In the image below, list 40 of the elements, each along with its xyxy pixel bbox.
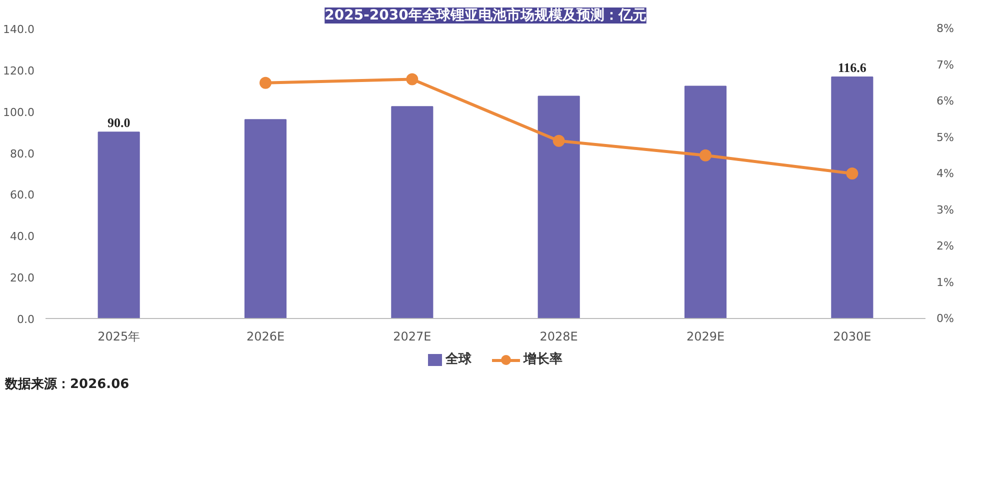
bar — [684, 86, 727, 318]
y2-tick-label: 6% — [936, 94, 954, 108]
data-label: 90.0 — [107, 115, 130, 130]
y-tick-label: 140.0 — [3, 23, 35, 36]
y-tick-label: 60.0 — [10, 188, 35, 202]
y2-tick-label: 5% — [936, 130, 954, 144]
bar — [538, 96, 580, 318]
point — [846, 168, 858, 180]
y-tick-label: 100.0 — [3, 106, 35, 119]
x-tick-label: 2029E — [686, 330, 725, 344]
bar — [98, 132, 140, 318]
y2-tick-label: 3% — [936, 203, 954, 216]
y-tick-label: 20.0 — [10, 272, 35, 285]
data-label: 116.6 — [838, 60, 867, 75]
y2-tick-label: 8% — [936, 22, 954, 35]
y2-tick-label: 7% — [936, 58, 954, 72]
y2-tick-label: 4% — [936, 167, 954, 180]
bar — [244, 119, 287, 318]
legend-label: 全球 — [446, 352, 472, 367]
point — [260, 76, 272, 89]
legend-label: 增长率 — [524, 352, 562, 367]
x-tick-label: 2025年 — [98, 330, 140, 344]
x-tick-label: 2028E — [540, 330, 578, 344]
x-tick-label: 2027E — [393, 330, 432, 344]
y2-tick-label: 0% — [936, 312, 954, 325]
y-tick-label: 40.0 — [10, 230, 35, 244]
y-tick-label: 0.0 — [17, 313, 35, 326]
y-tick-label: 80.0 — [10, 147, 35, 160]
point — [700, 149, 712, 162]
y2-tick-label: 2% — [936, 240, 954, 252]
point — [406, 73, 418, 86]
x-tick-label: 2026E — [246, 330, 285, 344]
bar — [831, 76, 874, 318]
point — [552, 134, 565, 147]
y-tick-label: 120.0 — [3, 64, 35, 78]
y2-tick-label: 1% — [936, 276, 954, 289]
source-note: 数据来源：2026.06 — [5, 376, 130, 394]
chart-title: 2025-2030年全球锂亚电池市场规模及预测：亿元 — [324, 6, 646, 24]
bar — [391, 106, 434, 318]
x-tick-label: 2030E — [833, 330, 872, 344]
